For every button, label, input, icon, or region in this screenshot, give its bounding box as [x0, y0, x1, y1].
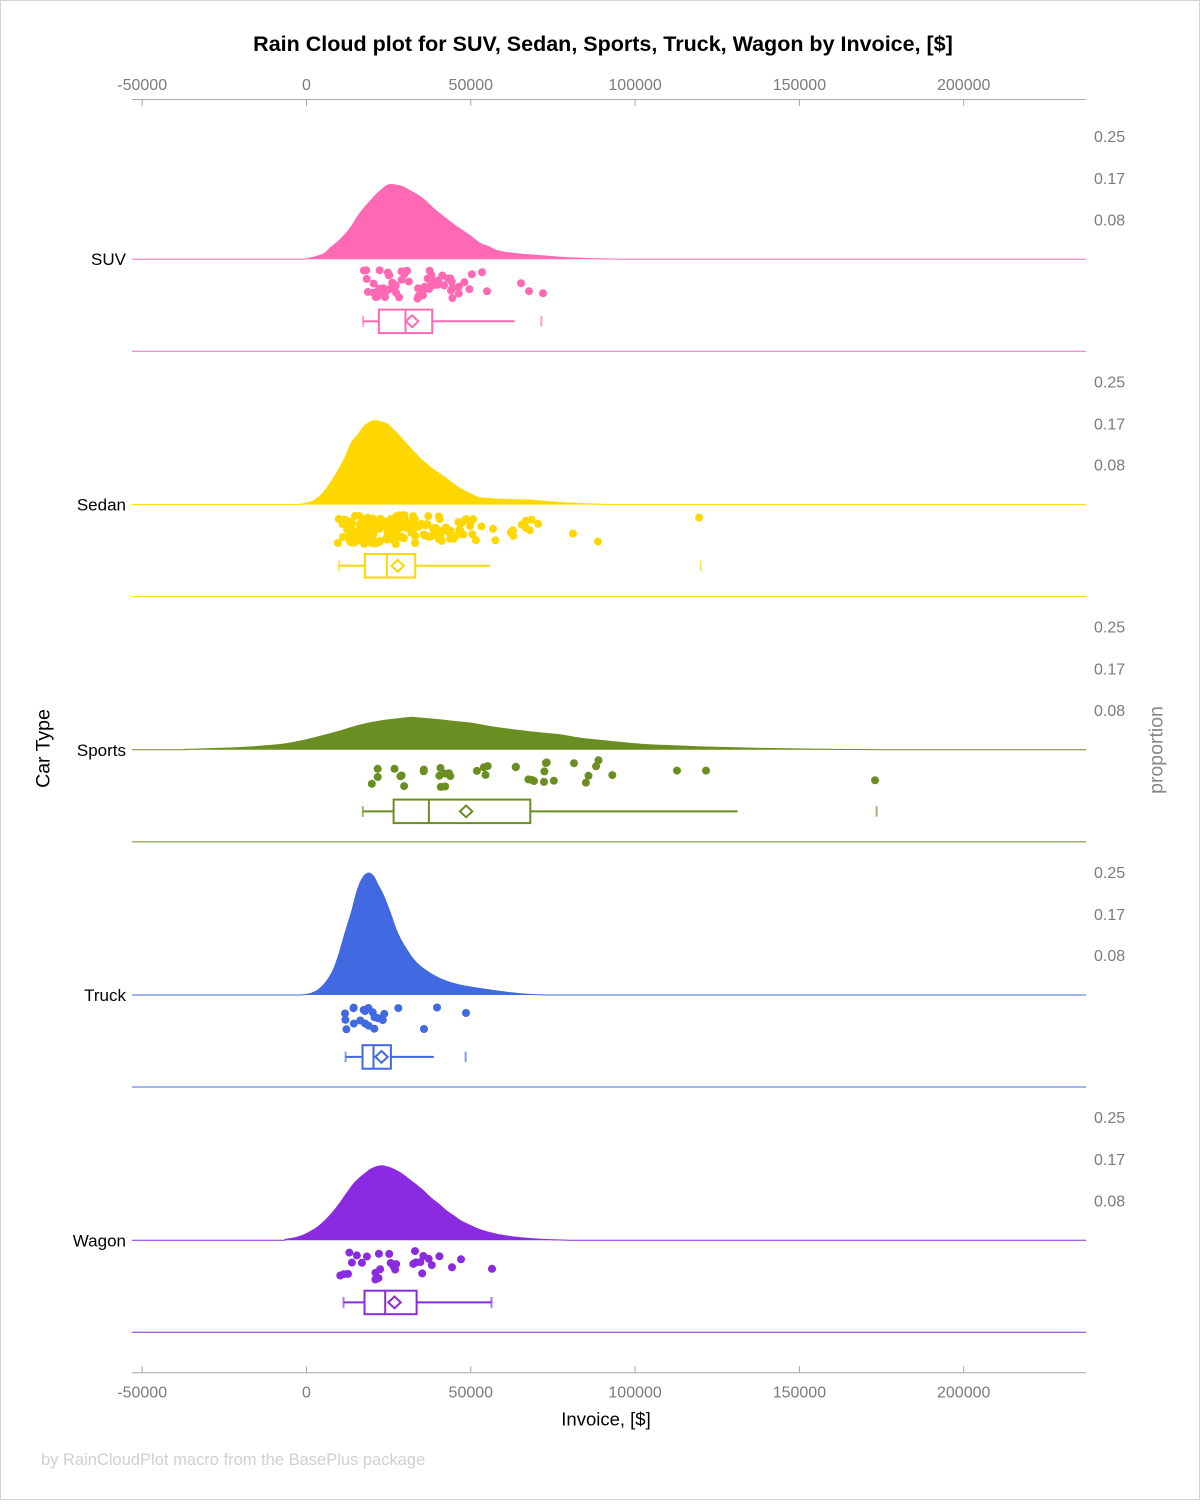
svg-text:0: 0 [302, 1384, 311, 1401]
svg-text:0.25: 0.25 [1094, 1110, 1125, 1127]
svg-text:0.17: 0.17 [1094, 416, 1125, 433]
svg-text:0: 0 [302, 77, 311, 94]
svg-text:150000: 150000 [773, 77, 826, 94]
svg-text:Invoice, [$]: Invoice, [$] [561, 1408, 650, 1429]
svg-text:0.25: 0.25 [1094, 129, 1125, 146]
svg-text:50000: 50000 [449, 1384, 494, 1401]
svg-text:100000: 100000 [608, 1384, 661, 1401]
svg-text:Sports: Sports [77, 741, 126, 760]
svg-text:0.08: 0.08 [1094, 1193, 1125, 1210]
svg-text:50000: 50000 [449, 77, 494, 94]
svg-text:150000: 150000 [773, 1384, 826, 1401]
svg-text:0.25: 0.25 [1094, 374, 1125, 391]
svg-text:0.08: 0.08 [1094, 212, 1125, 229]
svg-text:Sedan: Sedan [77, 496, 126, 515]
svg-text:0.17: 0.17 [1094, 1152, 1125, 1169]
svg-text:Wagon: Wagon [73, 1231, 126, 1250]
svg-text:200000: 200000 [937, 1384, 990, 1401]
svg-text:-50000: -50000 [117, 77, 167, 94]
svg-text:SUV: SUV [91, 250, 127, 269]
svg-text:0.08: 0.08 [1094, 458, 1125, 475]
svg-text:200000: 200000 [937, 77, 990, 94]
svg-text:0.17: 0.17 [1094, 662, 1125, 679]
svg-text:Truck: Truck [84, 986, 126, 1005]
svg-text:0.17: 0.17 [1094, 171, 1125, 188]
svg-text:proportion: proportion [1146, 706, 1168, 794]
svg-text:0.17: 0.17 [1094, 907, 1125, 924]
svg-text:Rain Cloud plot for SUV, Sedan: Rain Cloud plot for SUV, Sedan, Sports, … [253, 32, 953, 56]
svg-text:0.08: 0.08 [1094, 703, 1125, 720]
svg-text:by RainCloudPlot macro from th: by RainCloudPlot macro from the BasePlus… [41, 1451, 425, 1469]
svg-text:Car Type: Car Type [33, 709, 55, 788]
svg-text:-50000: -50000 [117, 1384, 167, 1401]
svg-text:0.25: 0.25 [1094, 620, 1125, 637]
svg-text:0.25: 0.25 [1094, 865, 1125, 882]
svg-text:0.08: 0.08 [1094, 948, 1125, 965]
svg-text:100000: 100000 [608, 77, 661, 94]
